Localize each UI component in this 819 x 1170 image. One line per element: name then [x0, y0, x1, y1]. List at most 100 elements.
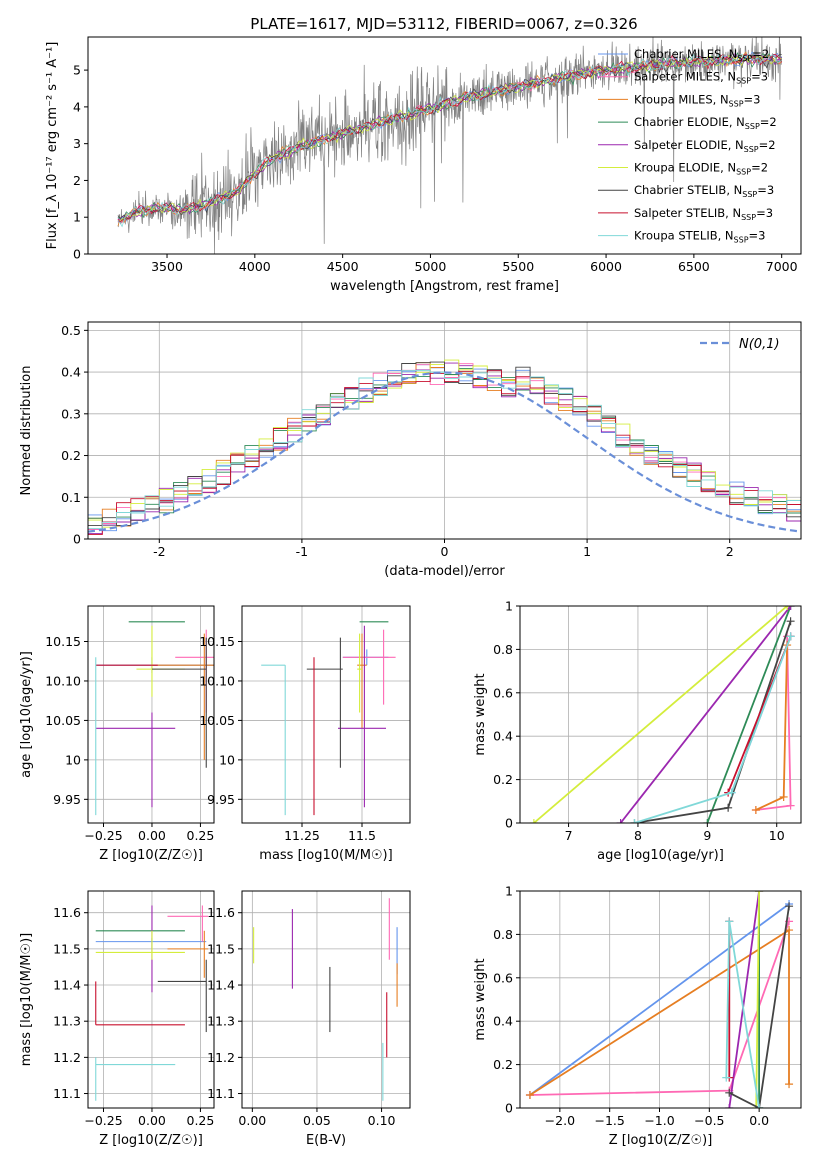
legend-label: Salpeter MILES, NSSP=3	[634, 70, 768, 86]
y-tick-label: 11.4	[207, 978, 235, 993]
x-tick-label: −0.25	[84, 828, 122, 843]
y-tick-label: 10.05	[45, 713, 81, 728]
y-tick-label: 10.05	[199, 713, 235, 728]
plot-area	[253, 898, 398, 1101]
x-tick-label: 6500	[678, 259, 710, 274]
y-tick-label: 11.2	[53, 1050, 81, 1065]
y-tick-label: 11.4	[53, 978, 81, 993]
plot-area	[117, 37, 783, 254]
series-point	[785, 902, 794, 911]
x-axis-label: Z [log10(Z/Z☉)]	[99, 1133, 203, 1148]
series-line	[755, 891, 760, 1108]
axes: 0.00 0.05 0.10 11.1 11.2 11.3 11.4 11.5 11.6 E(B-…	[207, 905, 395, 1148]
plot-frame	[87, 605, 215, 824]
y-tick-label: 1	[73, 210, 81, 225]
x-tick-label: 3500	[151, 259, 183, 274]
y-axis-label: mass weight	[473, 673, 488, 755]
y-tick-label: 0.3	[61, 406, 81, 421]
figure-title: PLATE=1617, MJD=53112, FIBERID=0067, z=0…	[250, 15, 637, 33]
series-line	[529, 903, 790, 1096]
y-tick-label: 0.1	[61, 490, 81, 505]
plot-frame	[87, 36, 802, 255]
x-tick-label: 0.00	[138, 1113, 166, 1128]
x-tick-label: −1.0	[644, 1113, 674, 1128]
plot-frame	[87, 890, 215, 1109]
series-line	[706, 606, 792, 823]
y-tick-label: 0.4	[61, 365, 81, 380]
x-tick-label: 11.5	[348, 828, 376, 843]
y-tick-label: 0	[73, 247, 81, 262]
chart-weight-vs-Z: −2.0 −1.5 −1.0 −0.5 0.0 0 0.2 0.4 0.6 0.8 1 Z [log1…	[473, 884, 802, 1148]
x-tick-label: 2	[726, 544, 734, 559]
y-tick-label: 0.8	[493, 927, 513, 942]
plot-area	[95, 621, 214, 816]
series-point	[616, 819, 625, 823]
model-fit-line	[117, 53, 782, 228]
legend-label: Chabrier STELIB, NSSP=3	[634, 183, 774, 199]
y-tick-label: 11.3	[53, 1014, 81, 1029]
x-axis-label: (data-model)/error	[384, 564, 505, 579]
y-tick-label: 0	[505, 1101, 513, 1116]
x-tick-label: 0	[441, 544, 449, 559]
axes: −0.25 0.00 0.25 9.95 10 10.05 10.10 10.15 Z [log…	[19, 634, 214, 863]
series-point	[703, 819, 712, 823]
y-tick-label: 10.15	[199, 634, 235, 649]
y-axis-label: mass weight	[473, 958, 488, 1040]
series-point	[630, 819, 639, 823]
chart-weight-vs-age: 7 8 9 10 0 0.2 0.4 0.6 0.8 1 age [log10(age/yr)] ma…	[473, 599, 802, 864]
y-tick-label: 4	[73, 99, 81, 114]
axes: 3500 4000 4500 5000 5500 6000 6500 7000 0 1 2 3 4 5 wa…	[45, 42, 798, 294]
series-point	[722, 1073, 731, 1082]
x-tick-label: 0.0	[749, 1113, 769, 1128]
chart-age-vs-Z: −0.25 0.00 0.25 9.95 10 10.05 10.10 10.15 Z [log…	[19, 605, 215, 863]
x-axis-label: wavelength [Angstrom, rest frame]	[330, 279, 559, 294]
legend: N(0,1)	[700, 337, 780, 352]
x-tick-label: 0.25	[187, 828, 215, 843]
series-line	[634, 636, 792, 823]
chart-residuals: -2 -1 0 1 2 0 0.1 0.2 0.3 0.4 0.5 (data-model)/erro…	[19, 321, 802, 579]
axes: −0.25 0.00 0.25 11.1 11.2 11.3 11.4 11.5 11.6 Z […	[19, 905, 214, 1148]
plot-area	[95, 905, 209, 1101]
y-tick-label: 0	[73, 532, 81, 547]
series-line	[728, 891, 760, 1108]
plot-area	[261, 621, 396, 816]
x-axis-label: E(B-V)	[306, 1133, 346, 1148]
axes: 11.25 11.5 9.95 10 10.05 10.10 10.15 mass [log1…	[199, 634, 393, 863]
x-tick-label: −0.25	[84, 1113, 122, 1128]
series-point	[785, 926, 794, 935]
observed-spectrum	[117, 37, 783, 254]
histogram-step	[88, 369, 801, 530]
plot-frame	[519, 605, 802, 824]
y-tick-label: 10	[219, 752, 235, 767]
x-tick-label: −1.5	[595, 1113, 625, 1128]
legend-label: Kroupa STELIB, NSSP=3	[634, 229, 765, 245]
series-point	[786, 632, 795, 641]
series-line	[634, 620, 792, 823]
histogram-step	[88, 370, 801, 536]
chart-age-vs-mass: 11.25 11.5 9.95 10 10.05 10.10 10.15 mass [log1…	[199, 605, 411, 863]
series-point	[779, 792, 788, 801]
series-point	[724, 803, 733, 812]
y-tick-label: 0.6	[493, 685, 513, 700]
y-tick-label: 10.10	[199, 673, 235, 688]
x-tick-label: 0.00	[238, 1113, 266, 1128]
axes: 7 8 9 10 0 0.2 0.4 0.6 0.8 1 age [log10(age/yr)] ma…	[473, 599, 785, 864]
y-tick-label: 5	[73, 63, 81, 78]
y-axis-label: Normed distribution	[19, 366, 34, 496]
y-tick-label: 0.6	[493, 970, 513, 985]
y-tick-label: 11.3	[207, 1014, 235, 1029]
series-point	[725, 1104, 734, 1108]
x-tick-label: 9	[703, 828, 711, 843]
x-tick-label: 0.10	[368, 1113, 396, 1128]
x-tick-label: 7000	[766, 259, 798, 274]
y-tick-label: 11.1	[53, 1086, 81, 1101]
plot-frame	[87, 321, 802, 540]
x-tick-label: 0.00	[138, 828, 166, 843]
x-axis-label: Z [log10(Z/Z☉)]	[609, 1133, 713, 1148]
plot-frame	[241, 890, 411, 1109]
series-point	[786, 606, 795, 610]
x-tick-label: 4500	[327, 259, 359, 274]
series-point	[725, 917, 734, 926]
legend-label: N(0,1)	[739, 337, 780, 352]
